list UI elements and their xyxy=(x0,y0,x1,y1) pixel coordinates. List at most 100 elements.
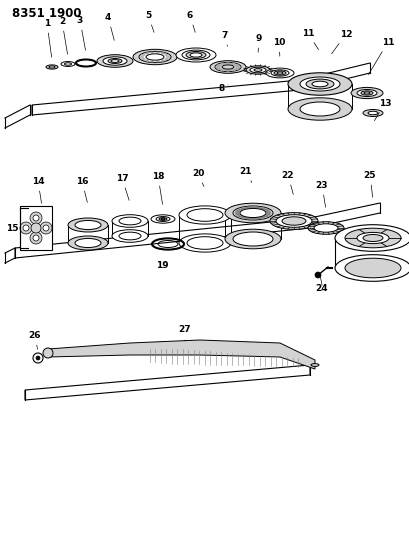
Ellipse shape xyxy=(311,81,327,87)
Ellipse shape xyxy=(139,51,171,62)
Ellipse shape xyxy=(155,216,170,221)
Text: 26: 26 xyxy=(29,330,41,349)
Text: 11: 11 xyxy=(368,37,393,75)
Ellipse shape xyxy=(225,203,280,223)
Ellipse shape xyxy=(314,272,320,278)
Ellipse shape xyxy=(307,222,343,235)
Ellipse shape xyxy=(141,54,145,56)
Text: 13: 13 xyxy=(373,99,390,120)
Ellipse shape xyxy=(240,216,245,219)
Text: 27: 27 xyxy=(178,326,191,341)
Text: 21: 21 xyxy=(239,166,252,182)
Ellipse shape xyxy=(356,90,376,96)
Ellipse shape xyxy=(234,64,238,66)
Ellipse shape xyxy=(164,54,168,56)
Ellipse shape xyxy=(161,53,165,54)
Ellipse shape xyxy=(240,207,245,209)
Text: 8: 8 xyxy=(218,84,227,93)
Ellipse shape xyxy=(108,59,122,63)
Ellipse shape xyxy=(344,258,400,278)
Ellipse shape xyxy=(250,206,255,208)
Ellipse shape xyxy=(232,206,272,220)
Ellipse shape xyxy=(133,49,177,64)
Ellipse shape xyxy=(232,232,272,246)
Ellipse shape xyxy=(234,68,238,70)
Ellipse shape xyxy=(259,207,264,209)
Ellipse shape xyxy=(150,52,154,53)
Ellipse shape xyxy=(344,228,400,248)
FancyBboxPatch shape xyxy=(20,206,52,250)
Text: 14: 14 xyxy=(31,176,44,203)
Ellipse shape xyxy=(225,229,280,249)
Ellipse shape xyxy=(64,63,71,65)
Ellipse shape xyxy=(249,67,265,73)
Ellipse shape xyxy=(214,62,240,71)
Ellipse shape xyxy=(68,218,108,232)
Ellipse shape xyxy=(119,217,141,225)
Ellipse shape xyxy=(161,219,164,220)
Ellipse shape xyxy=(265,68,293,78)
Ellipse shape xyxy=(225,70,230,71)
Ellipse shape xyxy=(159,217,166,221)
Ellipse shape xyxy=(75,238,101,247)
Ellipse shape xyxy=(275,215,311,227)
Ellipse shape xyxy=(235,211,240,212)
Ellipse shape xyxy=(215,66,220,68)
Text: 7: 7 xyxy=(221,30,228,46)
Ellipse shape xyxy=(43,225,49,231)
Ellipse shape xyxy=(187,209,222,221)
Text: 6: 6 xyxy=(187,11,195,33)
Ellipse shape xyxy=(313,224,337,232)
Ellipse shape xyxy=(287,98,351,120)
Ellipse shape xyxy=(299,102,339,116)
Text: 19: 19 xyxy=(155,261,168,270)
Ellipse shape xyxy=(221,65,234,69)
Text: 3: 3 xyxy=(77,15,85,50)
Ellipse shape xyxy=(97,55,133,67)
Ellipse shape xyxy=(30,232,42,244)
Ellipse shape xyxy=(179,206,230,224)
Ellipse shape xyxy=(225,62,230,64)
Ellipse shape xyxy=(245,66,270,74)
Ellipse shape xyxy=(103,57,127,65)
Text: 24: 24 xyxy=(315,284,328,293)
Ellipse shape xyxy=(255,207,260,208)
Ellipse shape xyxy=(266,212,271,214)
Text: 20: 20 xyxy=(191,168,204,187)
Ellipse shape xyxy=(305,79,333,89)
Ellipse shape xyxy=(119,232,141,240)
Ellipse shape xyxy=(287,73,351,95)
Ellipse shape xyxy=(334,255,409,281)
Ellipse shape xyxy=(155,52,160,53)
Text: 17: 17 xyxy=(115,174,129,200)
Ellipse shape xyxy=(43,348,53,358)
Ellipse shape xyxy=(263,209,268,211)
Ellipse shape xyxy=(360,91,372,95)
Ellipse shape xyxy=(30,212,42,224)
Ellipse shape xyxy=(31,223,41,233)
Ellipse shape xyxy=(40,222,52,234)
Ellipse shape xyxy=(276,72,282,74)
Ellipse shape xyxy=(150,61,154,62)
Ellipse shape xyxy=(270,70,288,76)
Text: 10: 10 xyxy=(272,37,285,56)
Ellipse shape xyxy=(33,235,39,241)
Ellipse shape xyxy=(310,364,318,366)
Ellipse shape xyxy=(36,356,40,360)
Ellipse shape xyxy=(216,68,221,70)
Ellipse shape xyxy=(254,69,261,71)
Ellipse shape xyxy=(245,207,250,208)
Ellipse shape xyxy=(112,230,148,243)
Ellipse shape xyxy=(363,92,369,94)
Ellipse shape xyxy=(161,60,165,61)
Ellipse shape xyxy=(230,69,235,71)
Ellipse shape xyxy=(281,217,305,225)
Ellipse shape xyxy=(259,216,264,219)
Ellipse shape xyxy=(220,69,225,71)
Ellipse shape xyxy=(216,64,221,66)
Text: 23: 23 xyxy=(315,181,328,207)
Ellipse shape xyxy=(239,208,265,217)
Ellipse shape xyxy=(68,236,108,250)
Ellipse shape xyxy=(350,87,382,99)
Ellipse shape xyxy=(155,61,160,62)
